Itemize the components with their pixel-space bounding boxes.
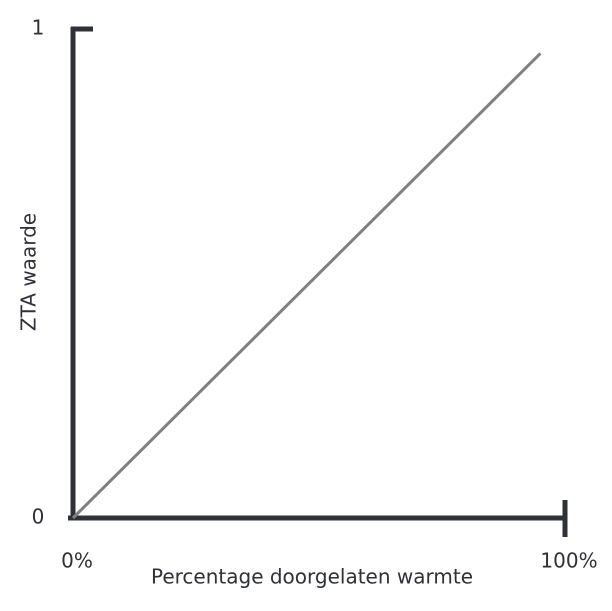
y-axis-label: ZTA waarde xyxy=(17,213,41,331)
data-line xyxy=(71,52,542,520)
x-axis-label: Percentage doorgelaten warmte xyxy=(151,565,473,589)
x-tick-label: 0% xyxy=(61,549,93,573)
x-tick-label: 100% xyxy=(540,549,597,573)
y-tick-label: 1 xyxy=(32,16,45,40)
y-tick-label: 0 xyxy=(32,505,45,529)
